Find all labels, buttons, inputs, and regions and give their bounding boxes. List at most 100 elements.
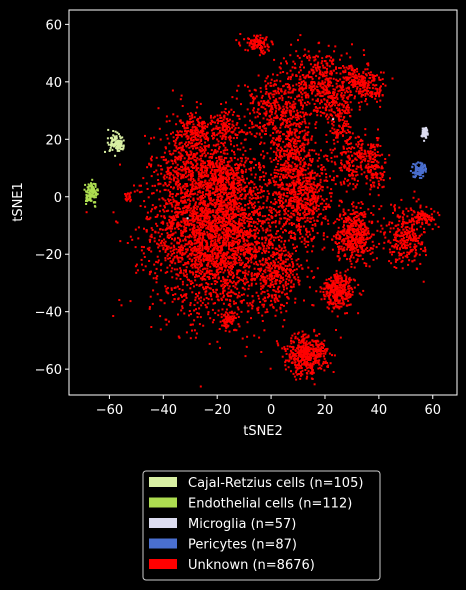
data-point	[191, 212, 193, 215]
data-point	[209, 194, 212, 197]
data-point	[223, 184, 226, 187]
data-point	[225, 164, 228, 167]
data-point	[268, 277, 271, 280]
data-point	[293, 163, 296, 166]
data-point	[272, 192, 275, 195]
data-point	[240, 264, 242, 266]
data-point	[182, 133, 185, 136]
data-point	[212, 230, 215, 233]
data-point	[221, 225, 224, 228]
data-point	[196, 249, 199, 252]
data-point	[193, 249, 196, 252]
data-point	[296, 114, 299, 116]
data-point	[234, 200, 237, 203]
data-point	[149, 157, 152, 160]
data-point	[185, 185, 188, 188]
data-point	[299, 217, 302, 220]
data-point	[230, 181, 233, 184]
data-point	[301, 98, 304, 101]
data-point	[271, 271, 274, 274]
data-point	[250, 261, 253, 264]
data-point	[191, 209, 194, 212]
data-point	[163, 188, 166, 191]
data-point	[255, 273, 258, 276]
data-point	[202, 257, 205, 260]
data-point	[225, 186, 228, 189]
data-point	[190, 121, 193, 123]
data-point	[227, 181, 230, 184]
data-point	[296, 54, 299, 57]
data-point	[220, 207, 223, 210]
data-point	[177, 298, 180, 301]
data-point	[292, 247, 295, 250]
data-point	[204, 212, 207, 215]
data-point	[175, 145, 178, 148]
data-point	[177, 207, 180, 210]
data-point	[275, 279, 277, 282]
data-point	[196, 129, 199, 132]
data-point	[228, 233, 231, 236]
data-point	[270, 235, 273, 238]
data-point	[150, 175, 153, 178]
data-point	[297, 279, 300, 282]
data-point	[309, 220, 312, 223]
data-point	[195, 332, 198, 335]
data-point	[227, 229, 230, 232]
data-point	[277, 184, 280, 186]
data-point	[215, 186, 218, 189]
data-point	[180, 200, 183, 203]
data-point	[182, 185, 185, 188]
data-point	[244, 274, 246, 277]
data-point	[162, 176, 165, 179]
data-point	[170, 288, 173, 291]
data-point	[221, 132, 224, 135]
data-point	[150, 326, 153, 328]
data-point	[171, 253, 174, 255]
data-point	[208, 156, 211, 159]
data-point	[212, 289, 215, 291]
data-point	[190, 254, 193, 257]
data-point	[184, 252, 187, 255]
data-point	[223, 279, 226, 282]
data-point	[207, 271, 210, 274]
data-point	[229, 206, 231, 209]
data-point	[308, 183, 311, 186]
data-point	[236, 192, 239, 194]
data-point	[173, 239, 176, 242]
data-point	[180, 232, 183, 235]
data-point	[297, 281, 300, 284]
data-point	[302, 135, 305, 138]
data-point	[294, 149, 296, 152]
data-point	[276, 154, 279, 157]
data-point	[140, 258, 143, 261]
data-point	[174, 176, 177, 179]
data-point	[226, 161, 229, 163]
data-point	[274, 265, 277, 268]
data-point	[291, 273, 294, 276]
data-point	[282, 231, 284, 234]
data-point	[136, 189, 139, 192]
data-point	[207, 233, 210, 236]
data-point	[238, 255, 241, 258]
data-point	[185, 127, 188, 130]
data-point	[264, 271, 267, 274]
data-point	[273, 297, 276, 300]
data-point	[189, 243, 192, 246]
data-point	[255, 282, 258, 285]
data-point	[194, 111, 197, 114]
data-point	[254, 211, 257, 214]
data-point	[250, 273, 253, 276]
data-point	[314, 197, 317, 200]
data-point	[239, 190, 242, 193]
data-point	[287, 168, 290, 171]
data-point	[184, 211, 187, 214]
data-point	[284, 260, 287, 263]
data-point	[235, 231, 238, 234]
data-point	[179, 248, 181, 251]
data-point	[217, 140, 220, 143]
data-point	[163, 210, 166, 213]
data-point	[281, 252, 284, 255]
data-point	[143, 227, 145, 230]
data-point	[283, 213, 286, 216]
data-point	[253, 272, 256, 275]
